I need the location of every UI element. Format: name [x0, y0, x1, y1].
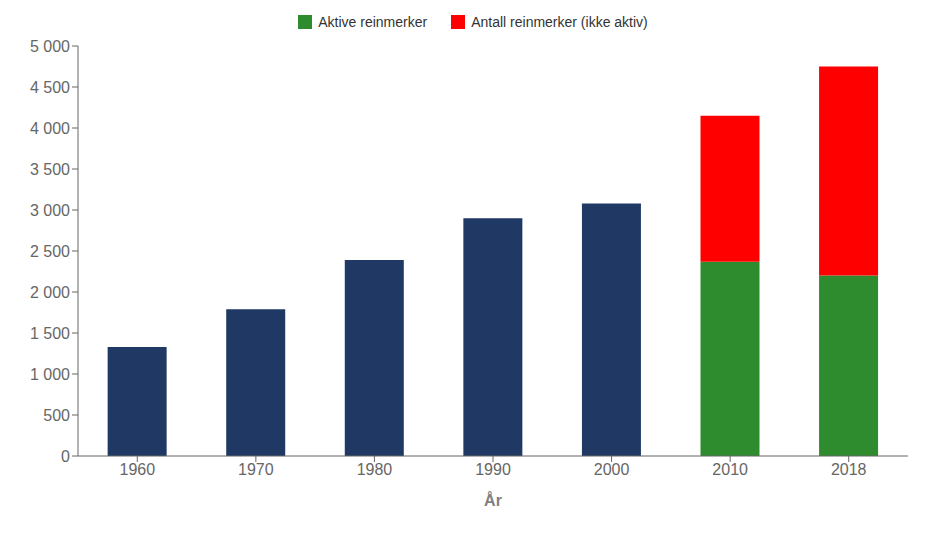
svg-text:År: År — [484, 491, 502, 509]
svg-text:0: 0 — [61, 448, 70, 465]
svg-text:5 000: 5 000 — [30, 38, 70, 55]
svg-text:4 500: 4 500 — [30, 79, 70, 96]
svg-text:1 000: 1 000 — [30, 366, 70, 383]
svg-text:1970: 1970 — [238, 461, 274, 478]
html-text:Aktive reinmerker: Aktive reinmerker — [318, 14, 428, 30]
svg-text:500: 500 — [43, 407, 70, 424]
svg-text:3 000: 3 000 — [30, 202, 70, 219]
svg-text:2 000: 2 000 — [30, 284, 70, 301]
svg-text:1980: 1980 — [357, 461, 393, 478]
svg-text:2000: 2000 — [594, 461, 630, 478]
svg-text:2010: 2010 — [712, 461, 748, 478]
svg-text:1960: 1960 — [119, 461, 155, 478]
svg-text:2 500: 2 500 — [30, 243, 70, 260]
svg-text:1990: 1990 — [475, 461, 511, 478]
svg-text:2018: 2018 — [831, 461, 867, 478]
svg-text:1 500: 1 500 — [30, 325, 70, 342]
html-text:Antall reinmerker (ikke aktiv): Antall reinmerker (ikke aktiv) — [471, 14, 648, 30]
svg-text:4 000: 4 000 — [30, 120, 70, 137]
svg-text:3 500: 3 500 — [30, 161, 70, 178]
